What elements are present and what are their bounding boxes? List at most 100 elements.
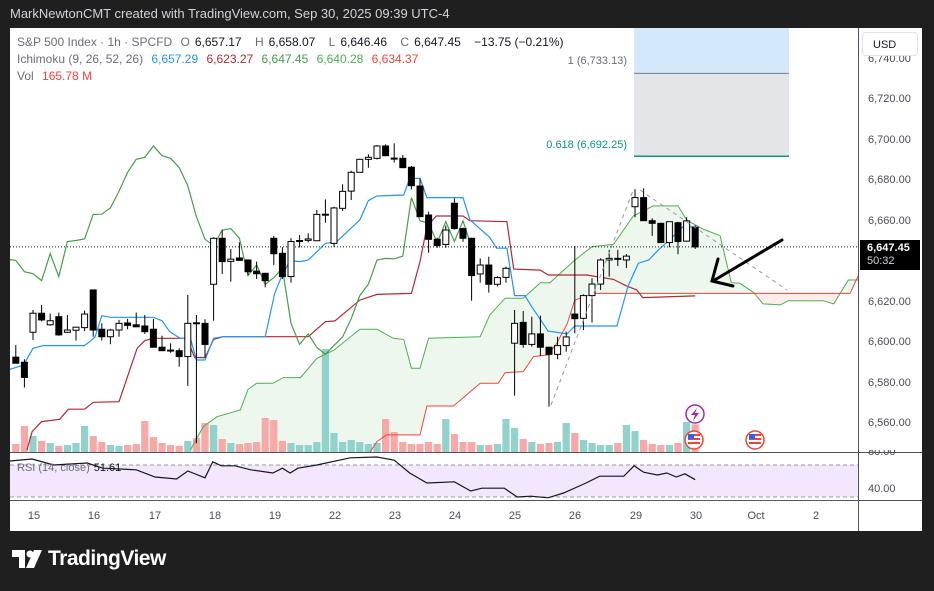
us-flag-event-icon[interactable] — [745, 430, 765, 450]
candle — [605, 249, 613, 277]
ichimoku-span-a — [189, 205, 858, 451]
open-value: 6,657.17 — [194, 35, 242, 49]
candle-body — [132, 324, 140, 328]
cloud-segment — [611, 240, 617, 294]
symbol-label[interactable]: S&P 500 Index · 1h · SPCFD — [17, 35, 173, 49]
candle-body — [536, 333, 544, 348]
candle — [296, 235, 304, 248]
cloud-segment — [388, 335, 393, 435]
cloud-segment — [564, 265, 569, 329]
cloud-segment — [732, 282, 737, 294]
cloud-segment — [736, 283, 741, 294]
candle-body — [425, 214, 433, 240]
current-price-tag: 6,647.45 50:32 — [860, 240, 920, 270]
low-label: L — [328, 35, 336, 49]
cloud-segment — [396, 338, 402, 435]
time-label: 25 — [508, 510, 522, 522]
cloud-segment — [465, 337, 470, 396]
time-label: 22 — [328, 510, 342, 522]
volume-bar — [356, 442, 364, 452]
cloud-segment — [237, 405, 242, 452]
cloud-segment — [822, 293, 827, 302]
candle — [640, 188, 648, 222]
cloud-segment — [353, 330, 359, 452]
fib-zone-lower[interactable] — [634, 73, 789, 157]
candle — [38, 304, 46, 322]
candle-body — [210, 237, 218, 285]
open-label: O — [180, 35, 190, 49]
cloud-segment — [547, 281, 552, 356]
candle — [683, 217, 691, 242]
lightning-event-icon[interactable] — [685, 404, 705, 424]
cloud-segment — [499, 299, 505, 381]
vol-label[interactable]: Vol — [17, 69, 34, 83]
volume-bar — [339, 442, 347, 452]
candle-body — [364, 156, 372, 160]
candle-body — [38, 312, 46, 321]
volume-bar — [511, 428, 519, 452]
candle-body — [657, 222, 665, 244]
currency-button[interactable]: USD — [862, 32, 918, 56]
cloud-segment — [340, 341, 346, 452]
volume-bar — [115, 446, 123, 452]
volume-bar — [493, 444, 501, 452]
candle — [55, 312, 63, 336]
volume-bar — [141, 421, 149, 452]
tenkan-value: 6,657.29 — [151, 52, 199, 66]
candle — [579, 294, 587, 331]
candle-body — [390, 157, 398, 160]
projection-line-up[interactable] — [550, 187, 635, 406]
candle — [287, 238, 295, 283]
candle-body — [407, 166, 415, 187]
projection-line-down[interactable] — [639, 189, 788, 291]
candle-body — [691, 226, 699, 248]
candle — [631, 189, 639, 218]
candle-body — [554, 345, 562, 355]
fib-zone-upper[interactable] — [634, 28, 789, 74]
main-pane[interactable] — [0, 28, 861, 475]
ichimoku-chikou-line — [10, 145, 473, 356]
price-axis-label: 6,660.00 — [868, 215, 911, 227]
candle-body — [141, 325, 149, 333]
candle — [674, 221, 682, 255]
cloud-segment — [409, 361, 414, 435]
cloud-segment — [439, 337, 445, 406]
rsi-pane[interactable] — [10, 456, 858, 499]
cloud-segment — [366, 329, 371, 452]
arrow-annotation[interactable] — [710, 238, 784, 288]
candle-body — [55, 316, 63, 336]
volume-bar — [132, 444, 140, 452]
candle — [12, 345, 20, 364]
volume-bar — [657, 445, 665, 452]
cloud-segment — [637, 211, 642, 294]
volume-bar — [674, 443, 682, 452]
cloud-segment — [805, 293, 810, 301]
high-label: H — [254, 35, 264, 49]
volume-bar — [124, 445, 132, 452]
candle-body — [330, 207, 338, 244]
fib-level-0618-label: 0.618 (6,692.25) — [546, 139, 627, 151]
cloud-segment — [345, 337, 350, 452]
price-axis-label: 6,560.00 — [868, 417, 911, 429]
cloud-segment — [375, 329, 380, 445]
volume-bar — [433, 444, 441, 452]
cloud-segment — [336, 344, 341, 452]
cloud-segment — [843, 280, 849, 294]
current-price-value: 6,647.45 — [867, 242, 910, 254]
candle — [536, 315, 544, 356]
candle-body — [184, 322, 192, 358]
volume-bar — [640, 440, 648, 452]
cloud-segment — [327, 350, 333, 452]
ichimoku-label[interactable]: Ichimoku (9, 26, 52, 26) — [17, 52, 144, 66]
candle-body — [674, 222, 682, 243]
rsi-label[interactable]: RSI (14, close) — [17, 462, 90, 474]
us-flag-event-icon[interactable] — [684, 430, 704, 450]
ichimoku-kijun-line — [26, 215, 696, 451]
cloud-segment — [431, 338, 436, 406]
cloud-segment — [418, 359, 423, 435]
candle — [149, 318, 157, 348]
volume-bar — [72, 443, 80, 452]
tradingview-logo[interactable]: TradingView — [12, 547, 166, 571]
candle-body — [321, 213, 329, 216]
